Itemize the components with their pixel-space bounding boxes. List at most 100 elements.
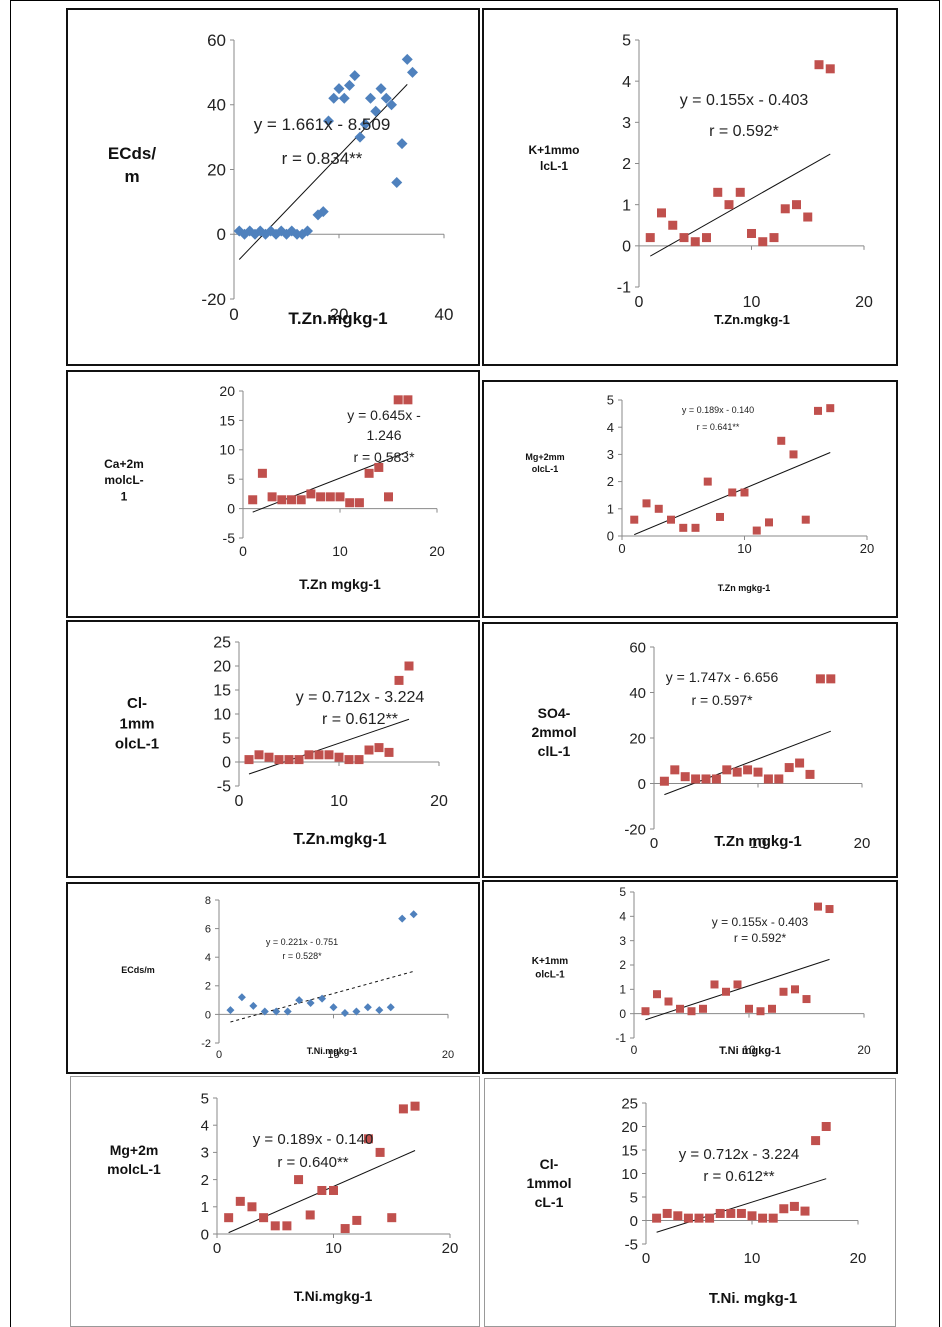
y-tick-label: 3	[619, 934, 626, 948]
data-point	[384, 747, 394, 757]
data-point	[344, 79, 355, 91]
trend-line	[656, 1178, 827, 1233]
x-axis-title: T.Zn.mgkg-1	[714, 312, 790, 327]
y-tick-label: 20	[219, 383, 235, 399]
data-point	[294, 755, 304, 765]
data-point	[753, 767, 763, 777]
data-point	[277, 495, 287, 505]
x-tick-label: 20	[330, 305, 349, 324]
data-point	[690, 237, 700, 247]
data-point	[792, 200, 801, 210]
x-tick-label: 10	[327, 1049, 339, 1061]
data-point	[756, 1007, 765, 1016]
data-point	[641, 1007, 650, 1016]
x-tick-label: 10	[332, 543, 348, 559]
data-point	[296, 495, 306, 505]
chart-panel-ec-ni: -2 0 2 4 6 8 0 10 20 y = 0.221x - 0.751 r = 0.528*…	[66, 882, 480, 1074]
data-point	[394, 675, 404, 685]
y-tick-label: 1	[619, 983, 626, 997]
data-point	[314, 750, 324, 760]
data-point	[375, 1147, 385, 1157]
y-tick-label: 4	[201, 1117, 209, 1134]
data-point	[703, 477, 712, 486]
data-point	[224, 1213, 234, 1223]
y-axis-title: 1	[121, 489, 128, 503]
x-tick-label: 20	[442, 1049, 454, 1061]
data-point	[667, 515, 675, 524]
data-point	[363, 1003, 372, 1012]
y-tick-label: -5	[217, 779, 231, 796]
data-point	[662, 1208, 672, 1218]
y-tick-label: 3	[201, 1145, 209, 1162]
data-point	[398, 1104, 408, 1114]
correlation-label: r = 0.528*	[282, 951, 322, 961]
data-point	[264, 752, 274, 762]
data-point	[302, 225, 313, 237]
x-tick-label: 0	[216, 1049, 222, 1061]
regression-equation-label: y = 0.712x - 3.224	[296, 689, 425, 706]
data-point	[645, 233, 655, 243]
data-point	[226, 1006, 235, 1015]
data-point	[306, 998, 315, 1007]
data-point	[335, 492, 345, 502]
x-tick-label: 10	[737, 541, 751, 556]
trend-line	[230, 970, 414, 1023]
y-axis-title: Mg+2m	[110, 1142, 159, 1158]
y-tick-label: 25	[621, 1095, 638, 1112]
y-tick-label: 0	[217, 225, 226, 244]
trend-line	[645, 958, 830, 1021]
data-point	[323, 115, 334, 127]
figure-frame	[10, 0, 940, 1327]
data-point	[814, 60, 824, 70]
data-point	[349, 70, 361, 82]
data-point	[758, 1213, 768, 1223]
correlation-label: r = 0.834**	[282, 149, 363, 168]
data-point	[325, 492, 335, 502]
data-point	[384, 492, 393, 502]
data-point	[642, 499, 651, 508]
data-point	[694, 1213, 704, 1223]
data-point	[789, 1201, 799, 1211]
chart-svg: 0 1 2 3 4 5 0 10 20 y = 0.189x - 0.140 r = 0.640**…	[107, 1090, 459, 1304]
y-tick-label: 1	[622, 197, 631, 214]
x-tick-label: 10	[330, 793, 348, 810]
regression-equation-label: y = 0.189x - 0.140	[253, 1131, 374, 1148]
data-point	[789, 450, 798, 459]
data-point	[272, 1007, 281, 1016]
data-point	[805, 769, 815, 779]
correlation-label: r = 0.641**	[697, 422, 740, 432]
y-axis-title: clL-1	[538, 743, 571, 759]
data-point	[814, 406, 822, 415]
y-tick-label: 4	[205, 952, 211, 964]
chart-panel-k-zn: -1 0 1 2 3 4 5 0 10 20 y = 0.155x - 0.403 r = 0.592…	[482, 8, 898, 366]
y-tick-label: 2	[607, 474, 614, 489]
y-tick-label: 15	[213, 683, 231, 700]
data-point	[747, 1211, 757, 1221]
data-point	[774, 774, 784, 784]
x-tick-label: 20	[854, 835, 871, 852]
data-point	[254, 750, 264, 760]
data-point	[365, 92, 376, 104]
data-point	[676, 1004, 684, 1013]
regression-equation-label: y = 1.661x - 8.509	[254, 115, 391, 134]
y-tick-label: 10	[219, 442, 235, 458]
chart-panel-so4-zn: -20 0 20 40 60 0 10 20 y = 1.747x - 6.656 r = 0.5…	[482, 622, 898, 878]
x-tick-label: 20	[442, 1240, 459, 1257]
data-point	[711, 774, 721, 784]
y-tick-label: 4	[619, 910, 626, 924]
y-tick-label: 5	[622, 33, 631, 50]
data-point	[673, 1211, 683, 1221]
data-point	[352, 1007, 361, 1016]
data-point	[340, 1008, 349, 1017]
data-point	[345, 498, 355, 508]
data-point	[657, 208, 666, 218]
y-tick-label: 5	[222, 731, 231, 748]
y-tick-label: 0	[607, 529, 614, 544]
x-axis-title: T.Ni.mgkg-1	[294, 1288, 373, 1304]
y-axis-title: lcL-1	[540, 159, 568, 173]
data-point	[282, 1221, 292, 1231]
data-point	[691, 523, 700, 532]
data-point	[732, 767, 742, 777]
